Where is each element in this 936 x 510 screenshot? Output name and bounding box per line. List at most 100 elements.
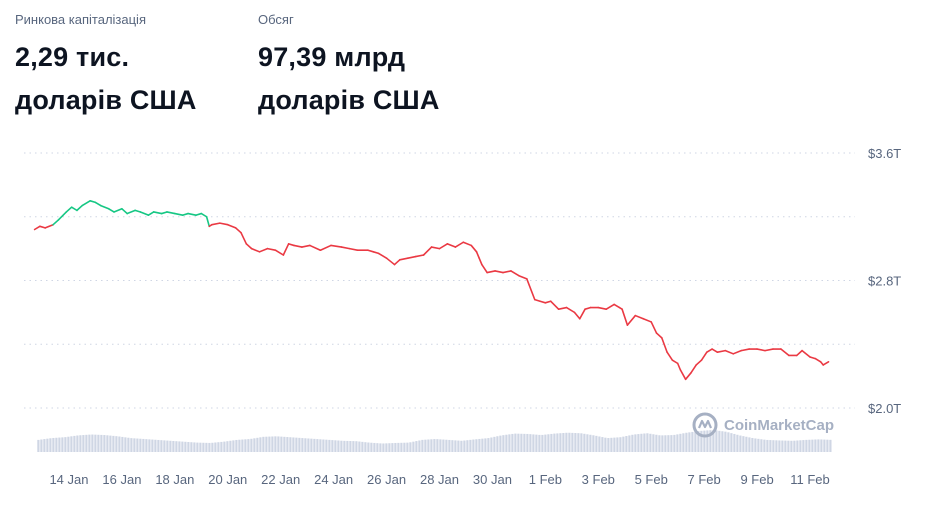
volume-bar [106, 435, 109, 452]
volume-bar [541, 434, 544, 452]
volume-bar [109, 435, 112, 452]
x-tick-label: 18 Jan [155, 472, 194, 487]
volume-bar [238, 439, 241, 452]
volume-bar [580, 433, 583, 452]
volume-bar [787, 440, 790, 452]
y-tick-label: $2.8T [868, 274, 901, 289]
volume-bar [781, 440, 784, 452]
price-line-segment [475, 251, 480, 259]
volume-bar [604, 437, 607, 452]
volume-bar [76, 435, 79, 452]
volume-bar [226, 441, 229, 452]
price-line-segment [107, 207, 115, 213]
grid-lines [24, 152, 855, 409]
volume-bar [697, 431, 700, 452]
volume-bar [535, 434, 538, 452]
volume-bar [532, 434, 535, 452]
volume-bar [277, 436, 280, 452]
volume-bar [484, 438, 487, 452]
price-line-segment [377, 252, 388, 259]
price-line-segment [724, 349, 735, 355]
x-axis-ticks: 14 Jan 16 Jan 18 Jan 20 Jan 22 Jan 24 Jan 26 J… [49, 472, 829, 487]
price-line-segment [76, 204, 84, 212]
volume-bar [403, 442, 406, 452]
price-line-segment [274, 249, 285, 256]
volume-bar [598, 436, 601, 452]
volume-bar [154, 439, 157, 452]
price-line-segment [510, 270, 520, 277]
volume-bars [37, 430, 832, 452]
volume-bar [739, 435, 742, 452]
volume-bar [379, 443, 382, 452]
volume-bar [655, 434, 658, 452]
volume-bar [688, 432, 691, 452]
price-line-segment [494, 270, 504, 274]
volume-bar [730, 433, 733, 452]
price-line-segment [422, 246, 433, 256]
volume-bar [115, 436, 118, 452]
volume-bar [211, 442, 214, 452]
volume-bar [457, 440, 460, 452]
y-tick-label: $2.0T [868, 401, 901, 416]
price-line-segment [650, 321, 658, 334]
volume-bar [820, 439, 823, 452]
volume-bar [538, 434, 541, 452]
price-line-segment [372, 251, 380, 255]
price-line-segment [539, 300, 547, 304]
volume-bar [52, 437, 55, 452]
volume-bar [706, 430, 709, 452]
price-line-segment [732, 349, 743, 355]
volume-bar [43, 439, 46, 452]
price-line [33, 200, 830, 381]
price-line-segment [70, 206, 78, 212]
price-line-segment [764, 348, 774, 352]
volume-bar [796, 440, 799, 452]
x-tick-label: 1 Feb [529, 472, 562, 487]
price-line-segment [716, 349, 727, 354]
price-line-segment [666, 351, 674, 361]
volume-bar [94, 434, 97, 452]
price-line-segment [319, 244, 332, 252]
coinmarketcap-logo-icon [692, 412, 718, 438]
volume-bar [79, 435, 82, 452]
volume-bar [247, 439, 250, 452]
volume-bar [157, 439, 160, 452]
price-line-segment [486, 270, 496, 274]
volume-bar [325, 439, 328, 452]
volume-bar [421, 439, 424, 452]
volume-bar [406, 442, 409, 452]
volume-bar [682, 433, 685, 452]
volume-bar [454, 440, 457, 452]
volume-bar [601, 437, 604, 452]
price-line-segment [126, 209, 136, 215]
price-line-segment [814, 357, 822, 363]
volume-bar [73, 435, 76, 452]
volume-bar [316, 439, 319, 452]
volume-bar [133, 438, 136, 452]
volume-bar [610, 437, 613, 452]
volume-bar [136, 438, 139, 452]
price-line-segment [684, 372, 692, 381]
volume-bar [313, 438, 316, 452]
volume-bar [343, 440, 346, 452]
x-tick-label: 20 Jan [208, 472, 247, 487]
volume-bar [229, 440, 232, 452]
volume-bar [304, 438, 307, 452]
volume-bar [448, 439, 451, 452]
volume-bar [412, 441, 415, 452]
price-line-segment [544, 300, 552, 304]
y-axis-ticks: $3.6T $2.8T $2.0T [868, 146, 901, 416]
volume-bar [112, 435, 115, 452]
volume-bar [463, 440, 466, 452]
volume-bar [217, 442, 220, 452]
volume-bar [520, 433, 523, 452]
volume-bar [817, 439, 820, 452]
price-line-segment [661, 337, 668, 354]
volume-bar [628, 435, 631, 452]
price-line-segment [174, 212, 184, 216]
volume-bar [415, 441, 418, 452]
price-line-segment [245, 243, 253, 250]
price-line-segment [287, 243, 295, 247]
volume-bar [418, 440, 421, 452]
